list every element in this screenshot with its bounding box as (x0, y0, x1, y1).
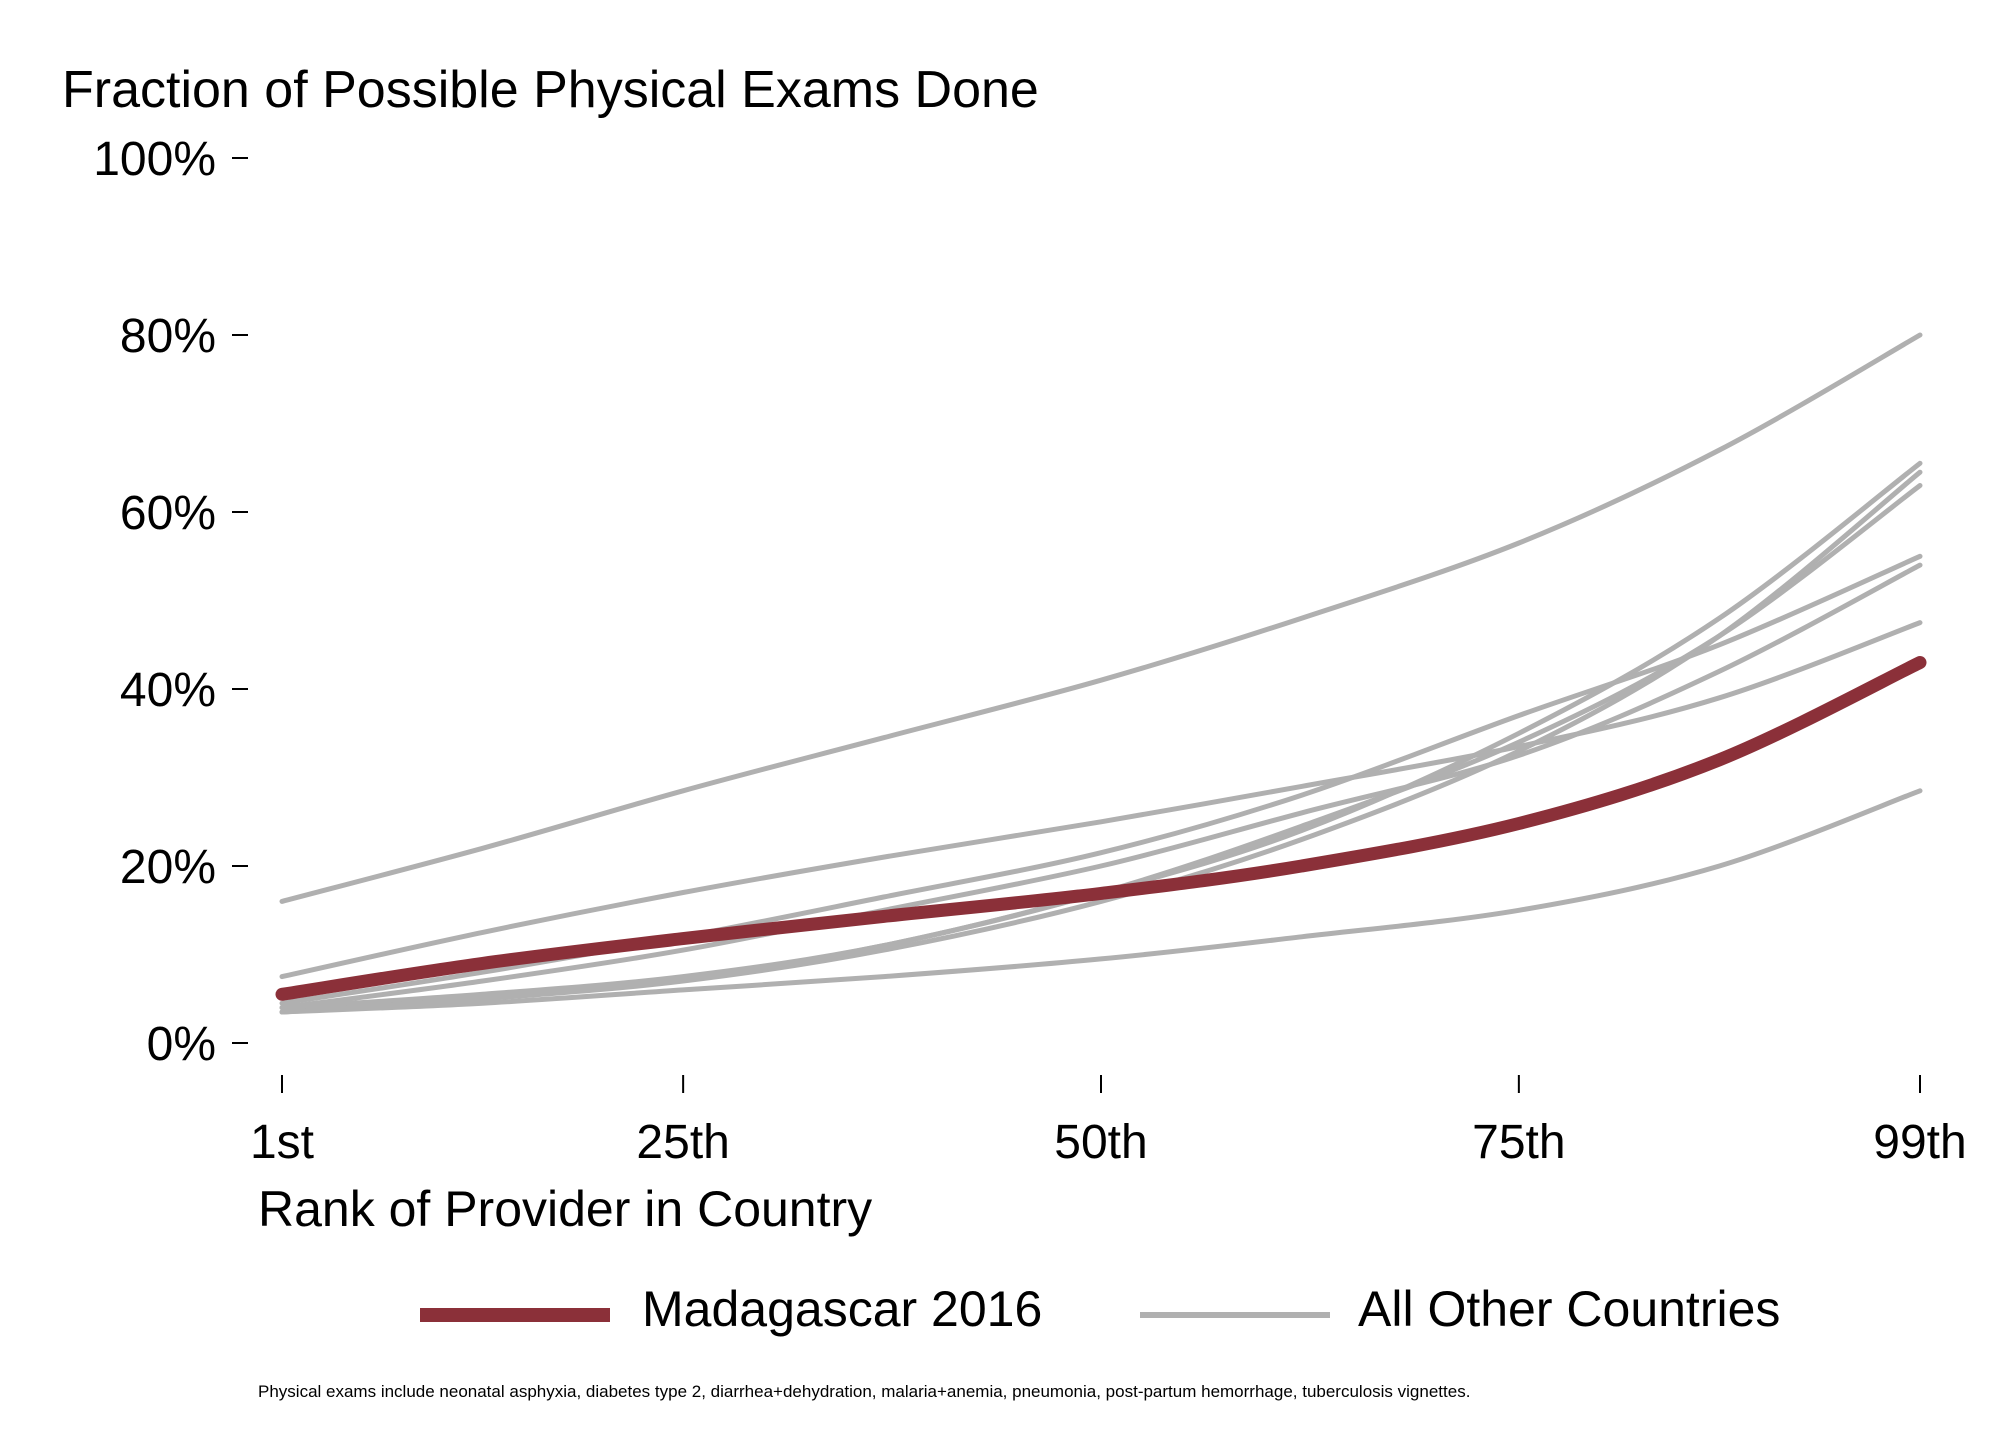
y-tick-label: 0% (147, 1018, 216, 1071)
y-tick-label: 100% (93, 133, 216, 186)
x-tick-label: 50th (1054, 1116, 1147, 1169)
x-tick-label: 75th (1472, 1116, 1565, 1169)
legend-swatch-madagascar (420, 1308, 610, 1322)
x-tick-label: 25th (636, 1116, 729, 1169)
x-tick-label: 99th (1873, 1116, 1966, 1169)
x-tick-label: 1st (250, 1116, 314, 1169)
legend-label-madagascar: Madagascar 2016 (642, 1281, 1043, 1337)
other-countries-lines (279, 332, 1923, 1015)
other-country-line-1 (279, 332, 1923, 904)
x-axis-label: Rank of Provider in Country (258, 1181, 873, 1237)
other-country-line-4 (279, 483, 1923, 1015)
madagascar-series-line (275, 656, 1927, 1001)
y-axis: 0% 20% 40% 60% 80% 100% (93, 133, 248, 1071)
other-country-line-3 (279, 469, 1923, 1015)
other-country-line-2 (279, 460, 1923, 1011)
legend: Madagascar 2016 All Other Countries (0, 1280, 2000, 1350)
legend-label-other-countries: All Other Countries (1358, 1281, 1781, 1337)
legend-swatch-other-countries (1140, 1312, 1330, 1318)
y-tick-label: 40% (120, 664, 216, 717)
y-tick-label: 60% (120, 487, 216, 540)
footnote: Physical exams include neonatal asphyxia… (258, 1382, 1471, 1401)
other-country-line-7 (279, 620, 1923, 980)
madagascar-line (275, 656, 1927, 1001)
other-country-line-6 (279, 562, 1923, 1011)
y-tick-label: 80% (120, 310, 216, 363)
chart-title: Fraction of Possible Physical Exams Done (62, 61, 1039, 119)
y-tick-label: 20% (120, 841, 216, 894)
x-axis: 1st 25th 50th 75th 99th (250, 1075, 1967, 1169)
other-country-line-8 (279, 788, 1923, 1015)
